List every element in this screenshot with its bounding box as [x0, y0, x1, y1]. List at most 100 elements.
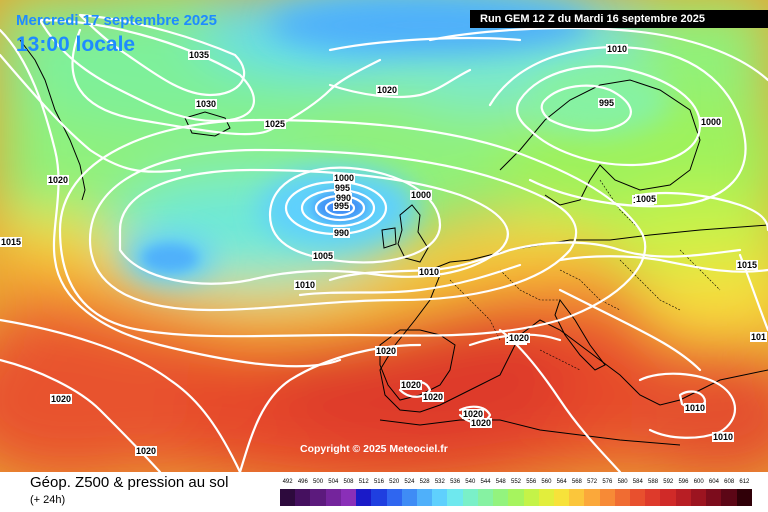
scale-tick-label: 580 — [617, 479, 628, 485]
isobar-label: 1020 — [508, 333, 531, 343]
color-swatch — [401, 489, 417, 506]
color-swatch — [569, 489, 585, 506]
coastlines — [19, 39, 768, 446]
isobar-label: 1020 — [47, 175, 70, 185]
scale-tick-label: 548 — [495, 479, 506, 485]
scale-tick-label: 504 — [328, 479, 339, 485]
isobar-label: 1025 — [264, 119, 287, 129]
color-swatch — [508, 489, 524, 506]
color-swatch — [477, 489, 494, 506]
scale-tick-label: 508 — [343, 479, 354, 485]
color-swatch — [310, 489, 326, 506]
scale-tick-label: 596 — [678, 479, 689, 485]
isobar-label: 1020 — [400, 380, 423, 390]
copyright-notice: Copyright © 2025 Meteociel.fr — [300, 443, 448, 455]
isobar-label: 1000 — [700, 117, 723, 127]
isobar-label: 1010 — [418, 267, 441, 277]
scale-tick-label: 604 — [708, 479, 719, 485]
color-swatch — [706, 489, 722, 506]
borders — [449, 179, 721, 371]
scale-tick-label: 612 — [739, 479, 750, 485]
color-swatch — [721, 489, 737, 506]
color-swatch — [371, 489, 387, 506]
scale-tick-label: 524 — [404, 479, 415, 485]
color-swatch — [325, 489, 341, 506]
isobar-label: 1010 — [712, 432, 735, 442]
color-swatch — [386, 489, 402, 506]
color-swatch — [462, 489, 478, 506]
color-swatch — [280, 489, 296, 506]
scale-tick-label: 584 — [632, 479, 643, 485]
model-run-label: Run GEM 12 Z du Mardi 16 septembre 2025 — [470, 10, 768, 28]
scale-tick-label: 552 — [510, 479, 521, 485]
color-scale-bar — [280, 489, 752, 506]
isobar-label: 995 — [333, 201, 351, 211]
scale-tick-label: 520 — [389, 479, 400, 485]
color-swatch — [538, 489, 554, 506]
scale-tick-label: 568 — [571, 479, 582, 485]
scale-tick-label: 608 — [724, 479, 735, 485]
isobar-label: 1020 — [470, 418, 493, 428]
scale-tick-label: 496 — [297, 479, 308, 485]
color-swatch — [645, 489, 661, 506]
color-swatch — [660, 489, 676, 506]
color-swatch — [432, 489, 448, 506]
isobar-label: 1010 — [606, 44, 629, 54]
color-swatch — [295, 489, 311, 506]
color-swatch — [736, 489, 752, 506]
isobar-label: 1020 — [376, 85, 399, 95]
color-swatch — [584, 489, 600, 506]
color-swatch — [614, 489, 631, 506]
color-swatch — [340, 489, 357, 506]
scale-tick-label: 500 — [313, 479, 324, 485]
scale-tick-label: 516 — [373, 479, 384, 485]
scale-tick-label: 544 — [480, 479, 491, 485]
scale-tick-label: 528 — [419, 479, 430, 485]
isobar-label: 1000 — [410, 190, 433, 200]
scale-tick-label: 512 — [358, 479, 369, 485]
isobar-label: 1005 — [312, 251, 335, 261]
isobar-label: 1010 — [294, 280, 317, 290]
scale-tick-label: 576 — [602, 479, 613, 485]
legend-title: Géop. Z500 & pression au sol — [30, 474, 229, 491]
color-swatch — [523, 489, 539, 506]
isobar-label: 101 — [750, 332, 768, 342]
isobar-label: 1005 — [635, 194, 658, 204]
scale-tick-label: 556 — [526, 479, 537, 485]
isobar-label: 1015 — [736, 260, 759, 270]
scale-tick-label: 600 — [693, 479, 704, 485]
color-swatch — [599, 489, 615, 506]
isobar-label: 1015 — [0, 237, 23, 247]
isobar-label: 1030 — [195, 99, 218, 109]
color-scale-ticks: 492 496 500 504 508 512 516 520 524 528 532 536 540 5… — [280, 479, 752, 489]
isobar-label: 1020 — [50, 394, 73, 404]
scale-tick-label: 540 — [465, 479, 476, 485]
legend-subtitle: (+ 24h) — [30, 494, 66, 506]
forecast-local-time: 13:00 locale — [16, 33, 136, 56]
isobar-label: 1020 — [375, 346, 398, 356]
scale-tick-label: 492 — [282, 479, 293, 485]
scale-tick-label: 572 — [587, 479, 598, 485]
color-swatch — [675, 489, 691, 506]
isobar-label: 1000 — [333, 173, 356, 183]
isobar-label: 1010 — [684, 403, 707, 413]
color-swatch — [447, 489, 463, 506]
isobar-label: 995 — [598, 98, 616, 108]
color-swatch — [630, 489, 646, 506]
isobar-label: 1020 — [135, 446, 158, 456]
scale-tick-label: 564 — [556, 479, 567, 485]
isobar-label: 990 — [333, 228, 351, 238]
color-swatch — [553, 489, 570, 506]
color-swatch — [493, 489, 509, 506]
scale-tick-label: 592 — [663, 479, 674, 485]
color-swatch — [416, 489, 433, 506]
color-swatch — [690, 489, 707, 506]
isobar-label: 1035 — [188, 50, 211, 60]
scale-tick-label: 532 — [434, 479, 445, 485]
scale-tick-label: 536 — [450, 479, 461, 485]
isobar-label: 1020 — [462, 409, 485, 419]
forecast-date: Mercredi 17 septembre 2025 — [16, 12, 217, 29]
isobar-label: 1020 — [422, 392, 445, 402]
geopotential-map — [0, 0, 768, 472]
